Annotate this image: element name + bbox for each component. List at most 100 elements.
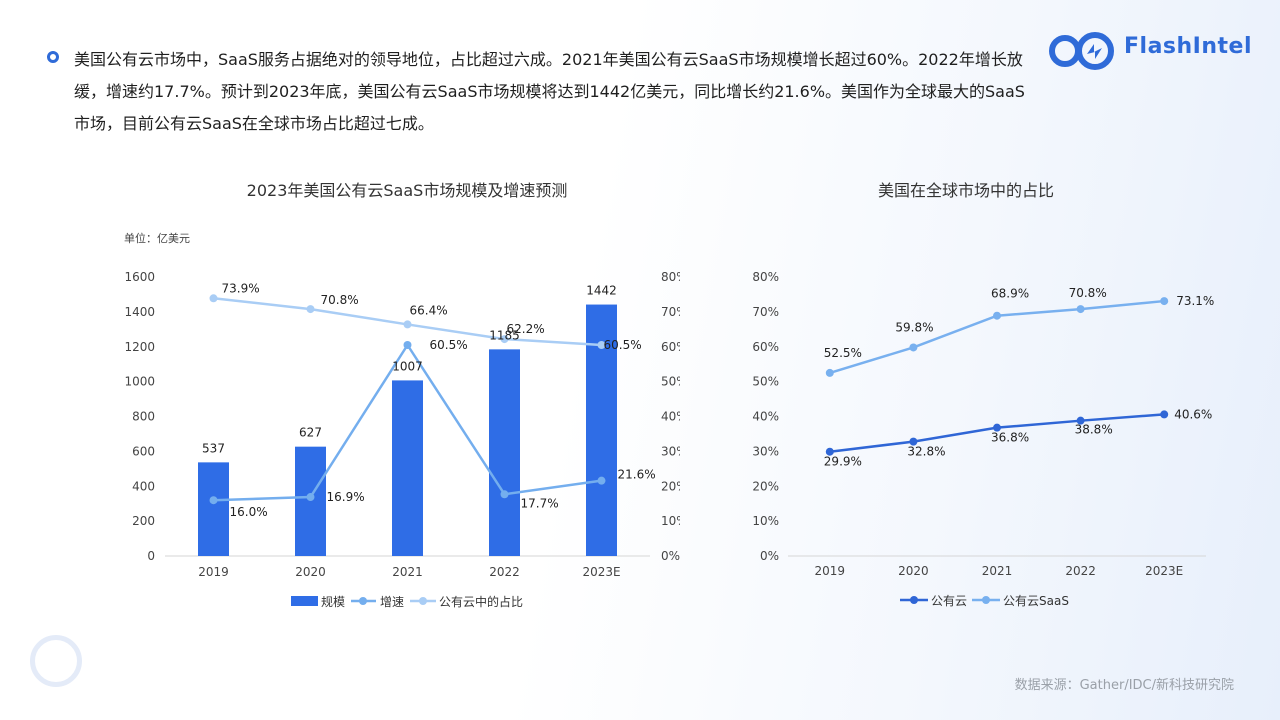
y2-tick-label: 50% (661, 375, 680, 389)
chart-global-share: 美国在全球市场中的占比 0% 10% 20% 30% 40% 50% 60% 70% 80% 201… (752, 181, 1214, 608)
y2-tick-label: 20% (661, 479, 680, 493)
x-tick-label: 2019 (198, 565, 229, 579)
y-tick-label: 1000 (124, 375, 155, 389)
data-label: 627 (299, 426, 322, 440)
data-label: 16.0% (230, 505, 268, 519)
data-label: 21.6% (618, 468, 656, 482)
y-tick-label: 60% (752, 340, 779, 354)
y-tick-label: 400 (132, 479, 155, 493)
y-tick-label: 0% (760, 549, 779, 563)
y2-tick-label: 40% (661, 410, 680, 424)
data-label: 70.8% (321, 293, 359, 307)
y-tick-label: 10% (752, 514, 779, 528)
data-point (993, 423, 1001, 432)
legend-marker (982, 596, 990, 604)
data-point (825, 447, 834, 456)
y2-tick-label: 60% (661, 340, 680, 354)
data-point (993, 311, 1001, 320)
y-tick-label: 200 (132, 514, 155, 528)
y-tick-label: 20% (752, 479, 779, 493)
data-point (306, 493, 315, 502)
data-point (500, 335, 509, 344)
data-point (597, 341, 606, 350)
x-tick-label: 2021 (392, 565, 423, 579)
data-label: 62.2% (507, 322, 545, 336)
data-point (209, 294, 218, 303)
y-tick-label: 600 (132, 444, 155, 458)
x-tick-label: 2022 (489, 565, 520, 579)
x-tick-label: 2021 (982, 564, 1013, 578)
source-note: 数据来源：Gather/IDC/新科技研究院 (1014, 678, 1234, 693)
x-tick-label: 2020 (295, 565, 326, 579)
y2-tick-label: 0% (661, 549, 680, 563)
data-label: 38.8% (1075, 423, 1113, 437)
data-point (1160, 297, 1169, 306)
decorative-ring (30, 635, 82, 687)
data-label: 60.5% (604, 338, 642, 352)
data-point (306, 305, 315, 314)
data-point (403, 320, 412, 329)
data-point (500, 490, 509, 499)
x-tick-label: 2019 (815, 564, 846, 578)
bar (295, 446, 326, 556)
data-point (597, 476, 606, 485)
data-label: 1185 (489, 328, 520, 342)
x-tick-label: 2022 (1065, 564, 1096, 578)
data-point (909, 343, 918, 352)
chart-title: 2023年美国公有云SaaS市场规模及增速预测 (247, 181, 568, 200)
y2-tick-label: 80% (661, 270, 680, 284)
y-tick-label: 80% (752, 270, 779, 284)
legend-marker (419, 597, 427, 605)
logo-icon (1049, 32, 1114, 70)
data-label: 32.8% (907, 445, 945, 459)
data-point (909, 437, 918, 446)
legend-swatch (291, 596, 318, 606)
data-label: 60.5% (430, 338, 468, 352)
data-label: 52.5% (824, 346, 862, 360)
data-label: 36.8% (991, 431, 1029, 445)
intro-paragraph: 美国公有云市场中，SaaS服务占据绝对的领导地位，占比超过六成。2021年美国公… (74, 50, 1025, 133)
y-tick-label: 0 (147, 549, 155, 563)
legend-marker (359, 597, 367, 605)
data-point (1160, 410, 1169, 419)
x-tick-label: 2023E (1145, 564, 1183, 578)
data-label: 29.9% (824, 455, 862, 469)
x-tick-label: 2023E (582, 565, 620, 579)
legend-label: 公有云SaaS (1003, 594, 1069, 608)
data-label: 73.9% (222, 281, 260, 295)
logo-text: FlashIntel (1124, 34, 1252, 59)
legend-label: 公有云中的占比 (439, 594, 523, 609)
y-tick-label: 1400 (124, 305, 155, 319)
y-tick-label: 800 (132, 410, 155, 424)
y-tick-label: 1200 (124, 340, 155, 354)
data-label: 1442 (586, 284, 617, 298)
y-tick-label: 40% (752, 410, 779, 424)
chart-title: 美国在全球市场中的占比 (878, 181, 1054, 200)
data-label: 1007 (392, 359, 423, 373)
legend-label: 增速 (380, 595, 404, 609)
data-label: 59.8% (895, 320, 933, 334)
data-point (209, 496, 218, 505)
bar (392, 380, 423, 556)
data-label: 16.9% (327, 490, 365, 504)
data-label: 73.1% (1176, 294, 1214, 308)
data-label: 66.4% (410, 303, 448, 317)
y2-tick-label: 30% (661, 444, 680, 458)
y2-tick-label: 10% (661, 514, 680, 528)
bar (198, 462, 229, 556)
x-tick-label: 2020 (898, 564, 929, 578)
data-label: 70.8% (1069, 286, 1107, 300)
data-label: 537 (202, 441, 225, 455)
y2-tick-label: 70% (661, 305, 680, 319)
data-label: 40.6% (1174, 407, 1212, 421)
data-label: 68.9% (991, 287, 1029, 301)
data-label: 17.7% (521, 496, 559, 510)
data-point (1076, 416, 1085, 425)
unit-label: 单位：亿美元 (124, 231, 190, 245)
y-tick-label: 70% (752, 305, 779, 319)
legend-marker (910, 596, 918, 604)
bar (489, 349, 520, 556)
y-tick-label: 30% (752, 444, 779, 458)
bullet-ring-icon (47, 51, 59, 63)
